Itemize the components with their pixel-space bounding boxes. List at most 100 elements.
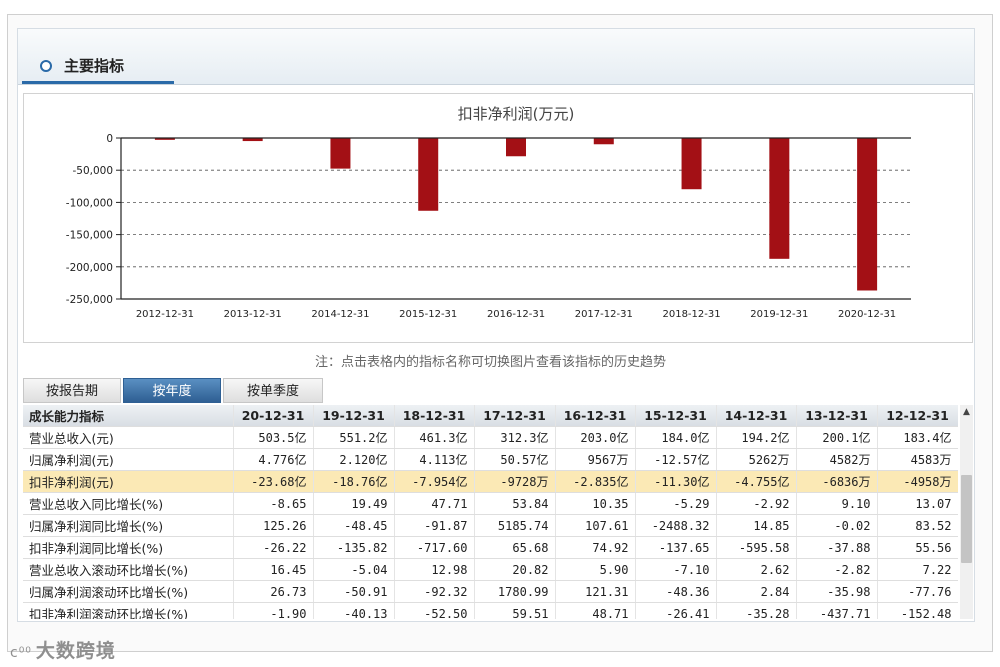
- scroll-thumb[interactable]: [961, 475, 972, 563]
- column-header-date: 13-12-31: [796, 405, 878, 427]
- column-header-date: 12-12-31: [877, 405, 958, 427]
- table-header-row: 成长能力指标 20-12-31 19-12-31 18-12-31 17-12-31 16…: [23, 405, 958, 427]
- x-tick-label: 2013-12-31: [224, 309, 282, 320]
- scroll-up-arrow-icon[interactable]: ▲: [963, 407, 970, 417]
- value-cell: 184.0亿: [635, 426, 717, 449]
- chart-note: 注：点击表格内的指标名称可切换图片查看该指标的历史趋势: [315, 355, 667, 370]
- table-row: 营业总收入(元) 503.5亿 551.2亿 461.3亿 312.3亿 203.0亿 18…: [23, 426, 958, 449]
- indicator-name-cell[interactable]: 扣非净利润滚动环比增长(%): [23, 602, 234, 619]
- value-cell: -437.71: [796, 602, 878, 619]
- value-cell: 4582万: [796, 448, 878, 471]
- tab-by-year[interactable]: 按年度: [123, 378, 221, 403]
- x-tick-label: 2018-12-31: [662, 309, 720, 320]
- indicator-name-cell[interactable]: 营业总收入同比增长(%): [23, 492, 234, 515]
- indicator-name-cell[interactable]: 归属净利润滚动环比增长(%): [23, 580, 234, 603]
- value-cell: -717.60: [394, 536, 475, 559]
- x-tick-label: 2016-12-31: [487, 309, 545, 320]
- value-cell: 312.3亿: [474, 426, 556, 449]
- bar: [769, 138, 790, 259]
- value-cell: -37.88: [796, 536, 878, 559]
- indicator-name-cell[interactable]: 扣非净利润同比增长(%): [23, 536, 234, 559]
- value-cell: 4.113亿: [394, 448, 475, 471]
- value-cell: 461.3亿: [394, 426, 475, 449]
- value-cell: -8.65: [233, 492, 314, 515]
- indicator-name-cell[interactable]: 归属净利润(元): [23, 448, 234, 471]
- tab-by-single-quarter[interactable]: 按单季度: [223, 378, 323, 403]
- bar: [593, 138, 614, 145]
- value-cell: -48.36: [635, 580, 717, 603]
- value-cell: 200.1亿: [796, 426, 878, 449]
- watermark-text: 大数跨境: [35, 640, 116, 662]
- value-cell: -91.87: [394, 514, 475, 537]
- y-tick-label: -200,000: [66, 262, 113, 274]
- value-cell: -135.82: [313, 536, 395, 559]
- column-header-date: 20-12-31: [233, 405, 314, 427]
- value-cell: 19.49: [313, 492, 395, 515]
- value-cell: 5185.74: [474, 514, 556, 537]
- value-cell: 9567万: [555, 448, 636, 471]
- value-cell: 12.98: [394, 558, 475, 581]
- value-cell: -40.13: [313, 602, 395, 619]
- bar: [242, 138, 263, 142]
- value-cell: 125.26: [233, 514, 314, 537]
- value-cell: -1.90: [233, 602, 314, 619]
- value-cell: 50.57亿: [474, 448, 556, 471]
- value-cell: -2.82: [796, 558, 878, 581]
- table-row: 扣非净利润同比增长(%) -26.22 -135.82 -717.60 65.68 74.…: [23, 536, 958, 559]
- value-cell: -23.68亿: [233, 470, 314, 493]
- value-cell: 4583万: [877, 448, 958, 471]
- y-tick-label: -50,000: [72, 165, 113, 177]
- value-cell: 551.2亿: [313, 426, 395, 449]
- value-cell: -50.91: [313, 580, 395, 603]
- column-header-indicator: 成长能力指标: [23, 405, 234, 427]
- value-cell: -0.02: [796, 514, 878, 537]
- value-cell: -595.58: [716, 536, 797, 559]
- value-cell: -7.954亿: [394, 470, 475, 493]
- bar: [857, 138, 878, 291]
- value-cell: 9.10: [796, 492, 878, 515]
- chart-title: 扣非净利润(万元): [458, 105, 575, 123]
- table-scrollbar[interactable]: ▲: [960, 405, 973, 619]
- chart-container: 扣非净利润(万元) 0 -50,000 -100,000 -150,000 -200,00…: [23, 93, 973, 343]
- bar: [330, 138, 351, 169]
- value-cell: 53.84: [474, 492, 556, 515]
- value-cell: -4.755亿: [716, 470, 797, 493]
- value-cell: 55.56: [877, 536, 958, 559]
- value-cell: -5.29: [635, 492, 717, 515]
- table-row: 营业总收入滚动环比增长(%) 16.45 -5.04 12.98 20.82 5.90 -7…: [23, 558, 958, 581]
- value-cell: 2.62: [716, 558, 797, 581]
- value-cell: -4958万: [877, 470, 958, 493]
- y-tick-label: -250,000: [66, 294, 113, 306]
- section-header: 主要指标: [18, 29, 974, 85]
- x-tick-label: 2017-12-31: [575, 309, 633, 320]
- indicator-table-wrapper: 成长能力指标 20-12-31 19-12-31 18-12-31 17-12-31 16…: [23, 405, 958, 619]
- value-cell: 121.31: [555, 580, 636, 603]
- bar: [681, 138, 702, 190]
- indicator-name-cell[interactable]: 扣非净利润(元): [23, 470, 234, 493]
- indicator-name-cell[interactable]: 营业总收入(元): [23, 426, 234, 449]
- value-cell: 107.61: [555, 514, 636, 537]
- value-cell: -77.76: [877, 580, 958, 603]
- tab-by-report-period[interactable]: 按报告期: [23, 378, 121, 403]
- indicator-name-cell[interactable]: 营业总收入滚动环比增长(%): [23, 558, 234, 581]
- value-cell: 4.776亿: [233, 448, 314, 471]
- bar: [154, 138, 175, 140]
- value-cell: -26.22: [233, 536, 314, 559]
- indicator-table: 成长能力指标 20-12-31 19-12-31 18-12-31 17-12-31 16…: [23, 405, 958, 619]
- value-cell: -92.32: [394, 580, 475, 603]
- x-tick-label: 2015-12-31: [399, 309, 457, 320]
- value-cell: -7.10: [635, 558, 717, 581]
- value-cell: -2.92: [716, 492, 797, 515]
- value-cell: 59.51: [474, 602, 556, 619]
- indicator-name-cell[interactable]: 归属净利润同比增长(%): [23, 514, 234, 537]
- column-header-date: 16-12-31: [555, 405, 636, 427]
- y-tick-label: 0: [106, 133, 113, 145]
- y-tick-label: -150,000: [66, 230, 113, 242]
- x-tick-label: 2019-12-31: [750, 309, 808, 320]
- value-cell: 10.35: [555, 492, 636, 515]
- bar: [506, 138, 526, 157]
- value-cell: -9728万: [474, 470, 556, 493]
- value-cell: 2.84: [716, 580, 797, 603]
- value-cell: 20.82: [474, 558, 556, 581]
- value-cell: -26.41: [635, 602, 717, 619]
